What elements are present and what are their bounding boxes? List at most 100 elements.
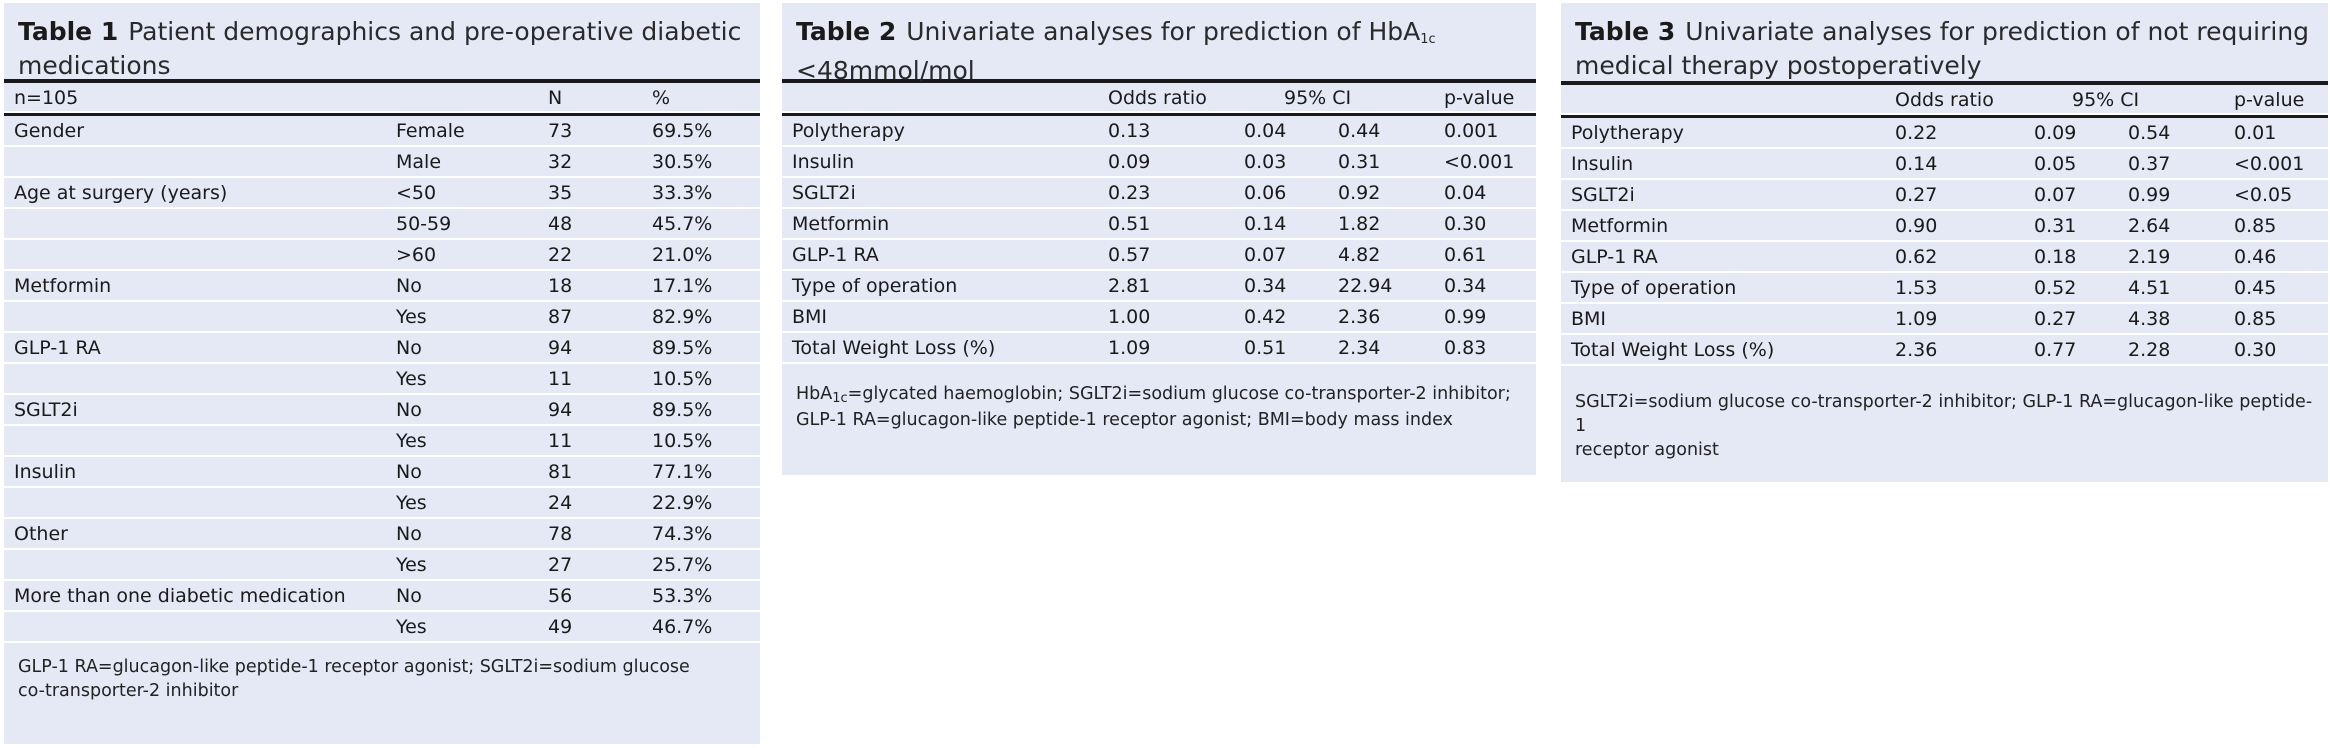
table-cell-c4: 21.0% [652, 244, 713, 266]
table-cell-c1: BMI [1571, 308, 1607, 330]
footnote-text: HbA [796, 384, 833, 404]
table-row: More than one diabetic medication No 56 53.… [4, 581, 760, 612]
table-cell-c2: 1.53 [1895, 277, 1938, 299]
footnote-text: =glycated haemoglobin; SGLT2i=sodium glu… [847, 384, 1511, 404]
table-row: Insulin No 81 77.1% [4, 457, 760, 488]
table-cell-c5: 0.85 [2234, 215, 2277, 237]
table-2-panel: Table 2 Univariate analyses for predictio… [782, 3, 1536, 475]
table-cell-c1: Insulin [1571, 153, 1634, 175]
header-cell: 95% CI [1284, 87, 1352, 109]
table-1-title: Table 1 Patient demographics and pre-oper… [4, 3, 760, 80]
table-3-panel: Table 3 Univariate analyses for predictio… [1561, 3, 2328, 482]
caption-subscript: 1c [1420, 32, 1436, 47]
table-2-caption: Univariate analyses for prediction of Hb… [796, 17, 1436, 85]
table-cell-c4: 4.51 [2128, 277, 2171, 299]
table-row: 50-59 48 45.7% [4, 209, 760, 240]
table-cell-c2: 0.62 [1895, 246, 1938, 268]
table-cell-c1: Total Weight Loss (%) [1571, 339, 1775, 361]
table-cell-c2: Yes [396, 554, 427, 576]
table-cell-c2: 0.90 [1895, 215, 1938, 237]
table-cell-c2: Yes [396, 368, 427, 390]
table-cell-c4: 0.99 [2128, 184, 2171, 206]
table-cell-c3: 48 [548, 213, 573, 235]
table-cell-c2: No [396, 523, 422, 545]
table-cell-c5: 0.01 [2234, 122, 2277, 144]
table-cell-c3: 18 [548, 275, 573, 297]
table-cell-c4: 10.5% [652, 368, 713, 390]
table-cell-c2: Female [396, 120, 465, 142]
table-cell-c2: 1.00 [1108, 306, 1151, 328]
table-cell-c2: Yes [396, 492, 427, 514]
table-cell-c5: 0.99 [1444, 306, 1487, 328]
header-cell: 95% CI [2072, 89, 2140, 111]
table-cell-c3: 94 [548, 337, 573, 359]
table-cell-c3: 0.06 [1244, 182, 1287, 204]
table-row: BMI 1.09 0.27 4.38 0.85 [1561, 304, 2328, 335]
table-cell-c2: 0.51 [1108, 213, 1151, 235]
table-3-top-rule [1561, 81, 2328, 85]
table-cell-c5: 0.30 [1444, 213, 1487, 235]
table-cell-c1: Insulin [14, 461, 77, 483]
footnote-line: SGLT2i=sodium glucose co-transporter-2 i… [1575, 392, 2313, 436]
table-2-header-rule [782, 113, 1536, 116]
header-cell: Odds ratio [1108, 87, 1207, 109]
table-row: Yes 11 10.5% [4, 426, 760, 457]
table-cell-c3: 73 [548, 120, 573, 142]
table-cell-c1: Type of operation [1571, 277, 1737, 299]
table-cell-c2: 0.23 [1108, 182, 1151, 204]
table-cell-c3: 27 [548, 554, 573, 576]
table-cell-c2: No [396, 337, 422, 359]
table-cell-c5: <0.001 [2234, 153, 2305, 175]
table-row: Metformin No 18 17.1% [4, 271, 760, 302]
table-row: SGLT2i No 94 89.5% [4, 395, 760, 426]
table-cell-c2: Male [396, 151, 442, 173]
table-cell-c4: 69.5% [652, 120, 713, 142]
table-row: Insulin 0.14 0.05 0.37 <0.001 [1561, 149, 2328, 180]
table-cell-c4: 17.1% [652, 275, 713, 297]
table-cell-c1: Metformin [792, 213, 890, 235]
table-row: Age at surgery (years) <50 35 33.3% [4, 178, 760, 209]
table-3-label: Table 3 [1575, 17, 1676, 46]
table-cell-c2: 0.13 [1108, 120, 1151, 142]
table-row: SGLT2i 0.27 0.07 0.99 <0.05 [1561, 180, 2328, 211]
table-2-header-row: Odds ratio 95% CI p-value [782, 83, 1536, 113]
table-row: >60 22 21.0% [4, 240, 760, 271]
header-cell: p-value [1444, 87, 1515, 109]
table-cell-c1: Polytherapy [1571, 122, 1684, 144]
table-row: Type of operation 2.81 0.34 22.94 0.34 [782, 271, 1536, 302]
table-2-top-rule [782, 79, 1536, 83]
table-1-caption: Patient demographics and pre-operative d… [18, 17, 742, 80]
table-row: GLP-1 RA 0.57 0.07 4.82 0.61 [782, 240, 1536, 271]
table-cell-c3: 32 [548, 151, 573, 173]
table-cell-c5: 0.34 [1444, 275, 1487, 297]
table-row: Yes 49 46.7% [4, 612, 760, 643]
table-cell-c5: 0.45 [2234, 277, 2277, 299]
table-cell-c1: BMI [792, 306, 828, 328]
table-2-footnote: HbA1c=glycated haemoglobin; SGLT2i=sodiu… [782, 364, 1536, 432]
table-cell-c4: 45.7% [652, 213, 713, 235]
table-row: Yes 87 82.9% [4, 302, 760, 333]
table-row: Gender Female 73 69.5% [4, 116, 760, 147]
footnote-subscript: 1c [832, 391, 848, 406]
table-2-title: Table 2 Univariate analyses for predictio… [782, 3, 1536, 85]
header-cell: Odds ratio [1895, 89, 1994, 111]
table-cell-c4: 10.5% [652, 430, 713, 452]
table-2-body: Polytherapy 0.13 0.04 0.44 0.001 Insulin 0.09 0… [782, 116, 1536, 364]
table-cell-c4: 30.5% [652, 151, 713, 173]
table-cell-c3: 78 [548, 523, 573, 545]
table-cell-c4: 53.3% [652, 585, 713, 607]
table-row: Total Weight Loss (%) 2.36 0.77 2.28 0.30 [1561, 335, 2328, 366]
table-3-header-rule [1561, 115, 2328, 118]
table-cell-c1: Other [14, 523, 68, 545]
table-cell-c3: 0.07 [1244, 244, 1287, 266]
table-cell-c3: 0.09 [2034, 122, 2077, 144]
table-cell-c4: 0.92 [1338, 182, 1381, 204]
table-cell-c2: 50-59 [396, 213, 452, 235]
table-cell-c4: 89.5% [652, 399, 713, 421]
table-cell-c1: Metformin [1571, 215, 1669, 237]
table-cell-c4: 0.37 [2128, 153, 2171, 175]
table-cell-c3: 0.05 [2034, 153, 2077, 175]
table-cell-c4: 0.44 [1338, 120, 1381, 142]
table-cell-c5: <0.05 [2234, 184, 2293, 206]
table-cell-c5: 0.04 [1444, 182, 1487, 204]
